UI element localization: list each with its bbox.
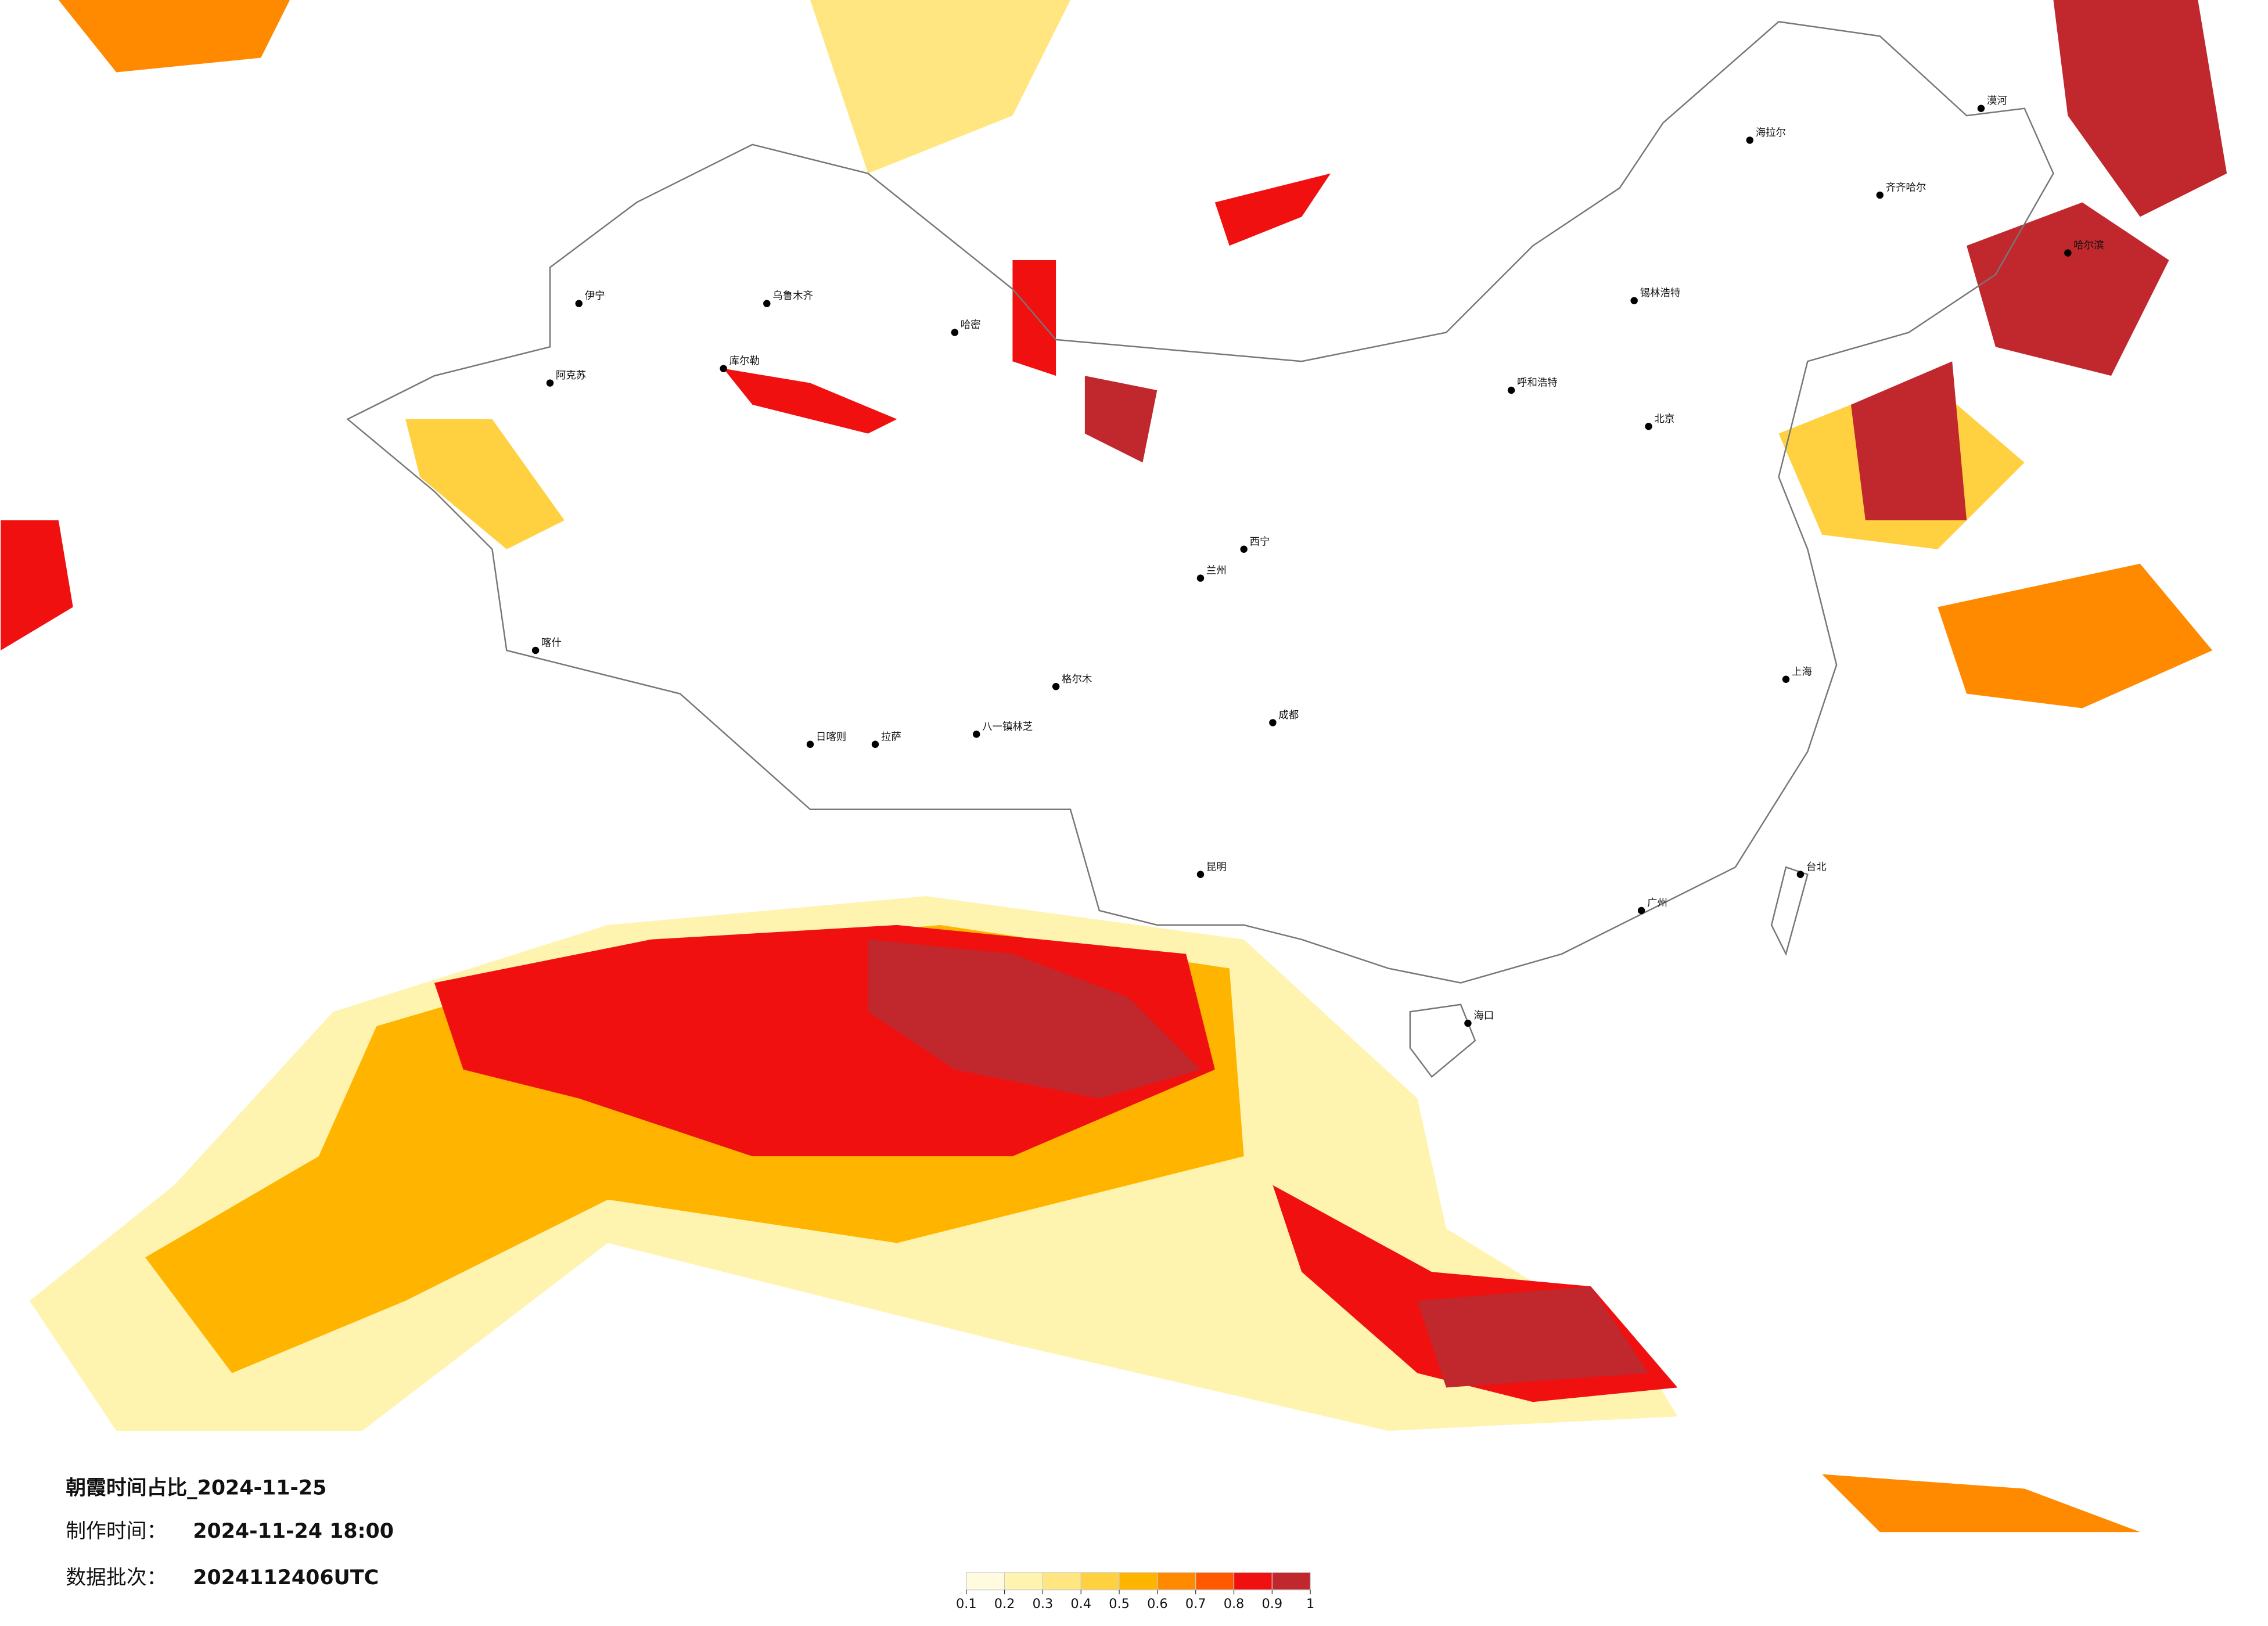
colorbar-box [1157, 1572, 1196, 1591]
map-title: 朝霞时间占比_2024-11-25 [66, 1477, 326, 1500]
city-dot [1240, 545, 1248, 553]
city-label: 锡林浩特 [1640, 287, 1681, 299]
colorbar-tick-label: 0.6 [1147, 1596, 1168, 1611]
colorbar-tick-label: 1 [1306, 1596, 1314, 1611]
colorbar-tick-label: 0.4 [1070, 1596, 1091, 1611]
region [868, 939, 1201, 1099]
city-label: 北京 [1655, 413, 1675, 425]
city-dot [1876, 191, 1884, 199]
city-label: 海口 [1473, 1010, 1494, 1022]
city-label: 喀什 [541, 638, 562, 649]
city-label: 海拉尔 [1756, 127, 1786, 139]
city-label: 哈密 [961, 319, 981, 331]
colorbar-tick-label: 0.2 [994, 1596, 1015, 1611]
made-label: 制作时间： [66, 1520, 167, 1543]
region [1850, 361, 1967, 520]
region [58, 0, 290, 73]
island-outline [1409, 866, 1809, 1078]
city-label: 哈尔滨 [2073, 240, 2104, 251]
colorbar-box [1004, 1572, 1044, 1591]
colorbar-tick-label: 0.5 [1109, 1596, 1130, 1611]
city-label: 阿克苏 [556, 370, 586, 382]
city-dot [1269, 719, 1277, 726]
city-dot [2064, 249, 2072, 257]
colorbar-box [1271, 1572, 1311, 1591]
city-dot [720, 365, 727, 372]
city-dot [806, 740, 814, 748]
colorbar-box [1119, 1572, 1158, 1591]
region [1012, 260, 1056, 376]
city-dot [972, 731, 980, 738]
colorbar-box [1080, 1572, 1120, 1591]
city-label: 库尔勒 [729, 355, 760, 367]
region [1967, 202, 2169, 376]
region [1, 520, 73, 650]
city-dot [951, 329, 959, 336]
colorbar-tick-label: 0.7 [1185, 1596, 1206, 1611]
city-label: 漠河 [1987, 95, 2007, 107]
city-label: 上海 [1792, 666, 1812, 678]
colorbar-tick-label: 0.9 [1262, 1596, 1283, 1611]
city-dot [763, 300, 771, 307]
city-label: 八一镇林芝 [982, 721, 1033, 733]
city-dot [1464, 1019, 1472, 1027]
city-label: 齐齐哈尔 [1886, 182, 1926, 194]
colorbar-tick-label: 0.8 [1224, 1596, 1245, 1611]
city-label: 乌鲁木齐 [772, 290, 813, 302]
city-dot [871, 740, 879, 748]
colorbar: 0.1 0.2 0.3 0.4 0.5 0.6 0.7 0.8 0.9 1 [956, 1572, 1314, 1611]
city-dot [1196, 574, 1205, 582]
region [810, 0, 1070, 174]
city-label: 伊宁 [585, 290, 605, 302]
made-value: 2024-11-24 18:00 [193, 1520, 394, 1543]
region [405, 419, 565, 549]
region [1417, 1286, 1649, 1388]
region [1214, 173, 1331, 246]
city-dot [1782, 675, 1790, 683]
city-dot [531, 646, 540, 654]
city-dot [575, 300, 583, 307]
city-dot [1977, 105, 1985, 112]
city-label: 西宁 [1250, 536, 1270, 548]
region [1822, 1474, 2140, 1533]
cloud-coverage [1, 0, 2227, 1533]
city-dot [1630, 297, 1638, 304]
city-dot [1196, 870, 1205, 878]
colorbar-box [1042, 1572, 1081, 1591]
city-dot [546, 379, 554, 387]
colorbar-box [966, 1572, 1005, 1591]
region [723, 368, 897, 434]
colorbar-box [1233, 1572, 1273, 1591]
batch-value: 2024112406UTC [193, 1566, 379, 1589]
city-label: 广州 [1647, 898, 1667, 909]
region [1938, 563, 2213, 708]
colorbar-tick-label: 0.1 [956, 1596, 977, 1611]
city-dot [1507, 386, 1515, 394]
colorbar-tick-label: 0.3 [1033, 1596, 1054, 1611]
city-label: 兰州 [1206, 565, 1227, 577]
city-label: 昆明 [1206, 861, 1227, 873]
batch-label: 数据批次： [66, 1566, 167, 1589]
colorbar-box [1195, 1572, 1235, 1591]
city-label: 呼和浩特 [1517, 377, 1558, 389]
city-label: 成都 [1278, 710, 1299, 721]
region [2053, 0, 2227, 217]
city-label: 日喀则 [816, 731, 846, 743]
city-label: 拉萨 [881, 731, 901, 743]
city-dot [1052, 683, 1060, 690]
city-dot [1637, 906, 1645, 915]
country-outline [346, 21, 2054, 984]
city-dot [1746, 136, 1753, 144]
region [1084, 376, 1158, 463]
city-label: 台北 [1806, 861, 1827, 873]
city-dot [1645, 423, 1652, 430]
city-dot [1796, 870, 1805, 878]
city-label: 格尔木 [1062, 674, 1092, 685]
